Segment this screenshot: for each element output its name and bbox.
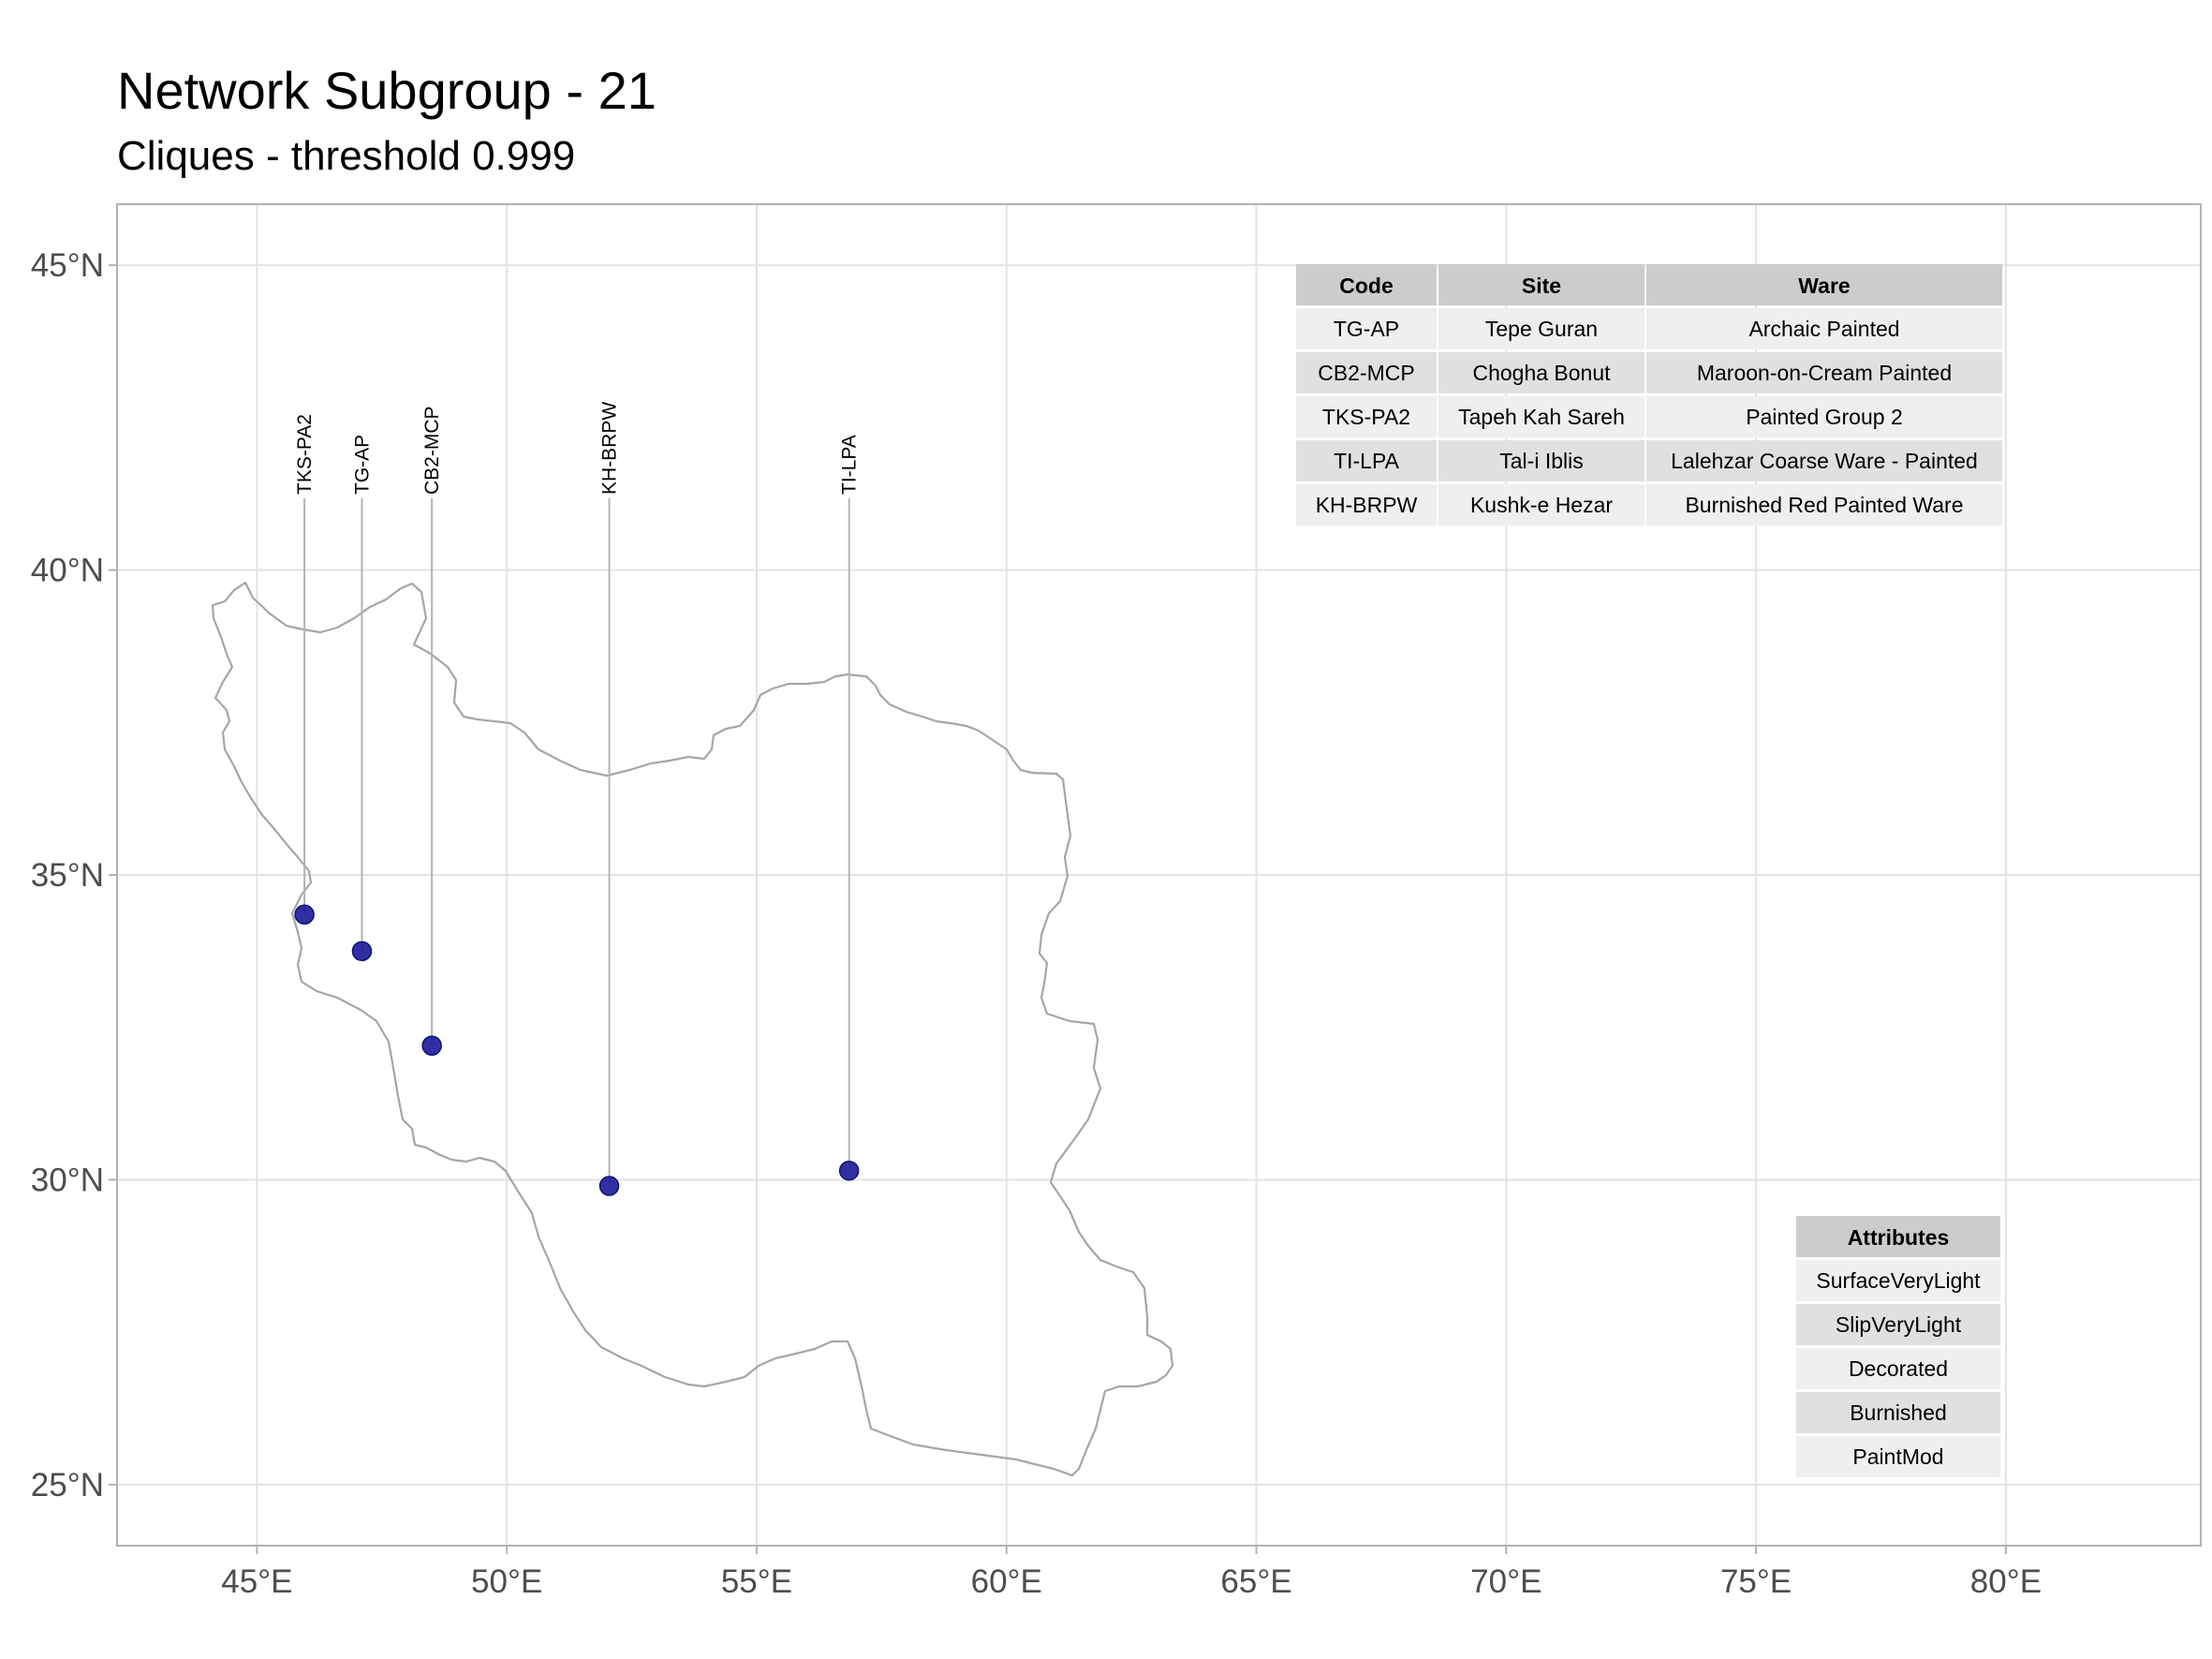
attr-cell xyxy=(1796,1304,2000,1345)
table-header-text: Ware xyxy=(1798,274,1850,298)
table-header-cell xyxy=(1296,264,1437,305)
site-point xyxy=(421,1035,442,1057)
table-cell xyxy=(1438,484,1644,526)
table-cell xyxy=(1296,484,1437,526)
table-cell-text: KH-BRPW xyxy=(1316,493,1418,517)
panel-border xyxy=(116,203,2202,1547)
attr-cell xyxy=(1796,1436,2000,1477)
table-header-cell xyxy=(1438,264,1644,305)
country-outline xyxy=(211,581,1174,1477)
table-cell xyxy=(1438,440,1644,481)
tick-label-lat: 25°N xyxy=(31,1467,104,1503)
table-cell xyxy=(1646,396,2002,437)
table-cell-text: TI-LPA xyxy=(1334,449,1400,473)
table-cell xyxy=(1646,484,2002,526)
table-cell-text: Archaic Painted xyxy=(1748,317,1899,341)
tick-label-lon: 55°E xyxy=(721,1563,792,1600)
attr-cell-text: Burnished xyxy=(1850,1400,1947,1425)
tick-label-lat: 30°N xyxy=(31,1162,104,1198)
site-label: CB2-MCP xyxy=(421,406,443,495)
attr-header-text: Attributes xyxy=(1848,1225,1950,1250)
table-cell xyxy=(1296,352,1437,393)
attr-cell-text: PaintMod xyxy=(1852,1444,1943,1469)
site-point xyxy=(294,904,315,926)
attr-cell-text: SurfaceVeryLight xyxy=(1816,1268,1981,1293)
tick-label-lon: 80°E xyxy=(1970,1563,2042,1600)
attr-cell xyxy=(1796,1392,2000,1433)
attr-cell xyxy=(1796,1348,2000,1389)
site-point xyxy=(598,1176,620,1196)
attr-cell-text: Decorated xyxy=(1849,1356,1948,1381)
map-subtitle: Cliques - threshold 0.999 xyxy=(117,133,576,179)
table-cell-text: Tepe Guran xyxy=(1485,317,1598,341)
tick-label-lon: 70°E xyxy=(1470,1563,1541,1600)
attributes-table: Attributes SurfaceVeryLight SlipVeryLight D… xyxy=(1796,1216,2000,1477)
tick-label-lon: 75°E xyxy=(1720,1563,1792,1600)
table-cell xyxy=(1438,396,1644,437)
table-header-text: Site xyxy=(1522,274,1561,298)
site-point xyxy=(351,941,373,962)
table-cell-text: Lalehzar Coarse Ware - Painted xyxy=(1671,449,1978,473)
site-point xyxy=(838,1160,860,1181)
table-cell xyxy=(1296,308,1437,349)
tick-label-lon: 65°E xyxy=(1220,1563,1291,1600)
table-header-text: Code xyxy=(1339,274,1394,298)
tick-label-lat: 40°N xyxy=(31,553,104,589)
tick-label-lon: 60°E xyxy=(971,1563,1042,1600)
site-label: TI-LPA xyxy=(839,435,861,495)
table-header-cell xyxy=(1646,264,2002,305)
attr-cell xyxy=(1796,1260,2000,1301)
table-cell xyxy=(1296,440,1437,481)
table-cell-text: Tapeh Kah Sareh xyxy=(1458,405,1625,429)
table-cell-text: Maroon-on-Cream Painted xyxy=(1697,361,1952,385)
tick-label-lat: 45°N xyxy=(31,247,104,284)
tick-label-lat: 35°N xyxy=(31,857,104,894)
sites-table: Code Site Ware TG-AP Tepe Guran Archaic Paint… xyxy=(1296,264,2002,526)
table-cell-text: Chogha Bonut xyxy=(1472,361,1611,385)
table-cell-text: Kushk-e Hezar xyxy=(1470,493,1613,517)
table-cell-text: Tal-i Iblis xyxy=(1499,449,1583,473)
site-label: KH-BRPW xyxy=(599,402,621,495)
table-cell-text: Burnished Red Painted Ware xyxy=(1685,493,1963,517)
attr-cell-text: SlipVeryLight xyxy=(1836,1312,1962,1337)
table-cell xyxy=(1438,308,1644,349)
table-cell-text: Painted Group 2 xyxy=(1746,405,1903,429)
tick-label-lon: 45°E xyxy=(221,1563,292,1600)
site-markers: TKS-PA2 TG-AP CB2-MCP KH-BRPW TI-LPA xyxy=(294,402,861,1196)
map-title: Network Subgroup - 21 xyxy=(117,61,656,120)
site-label: TG-AP xyxy=(351,435,373,495)
attr-header-cell xyxy=(1796,1216,2000,1257)
table-cell-text: TKS-PA2 xyxy=(1322,405,1410,429)
table-cell xyxy=(1438,352,1644,393)
table-cell xyxy=(1646,352,2002,393)
table-cell-text: CB2-MCP xyxy=(1318,361,1415,385)
table-cell-text: TG-AP xyxy=(1334,317,1399,341)
table-cell xyxy=(1646,440,2002,481)
site-label: TKS-PA2 xyxy=(294,414,316,495)
table-cell xyxy=(1646,308,2002,349)
tick-label-lon: 50°E xyxy=(471,1563,542,1600)
table-cell xyxy=(1296,396,1437,437)
